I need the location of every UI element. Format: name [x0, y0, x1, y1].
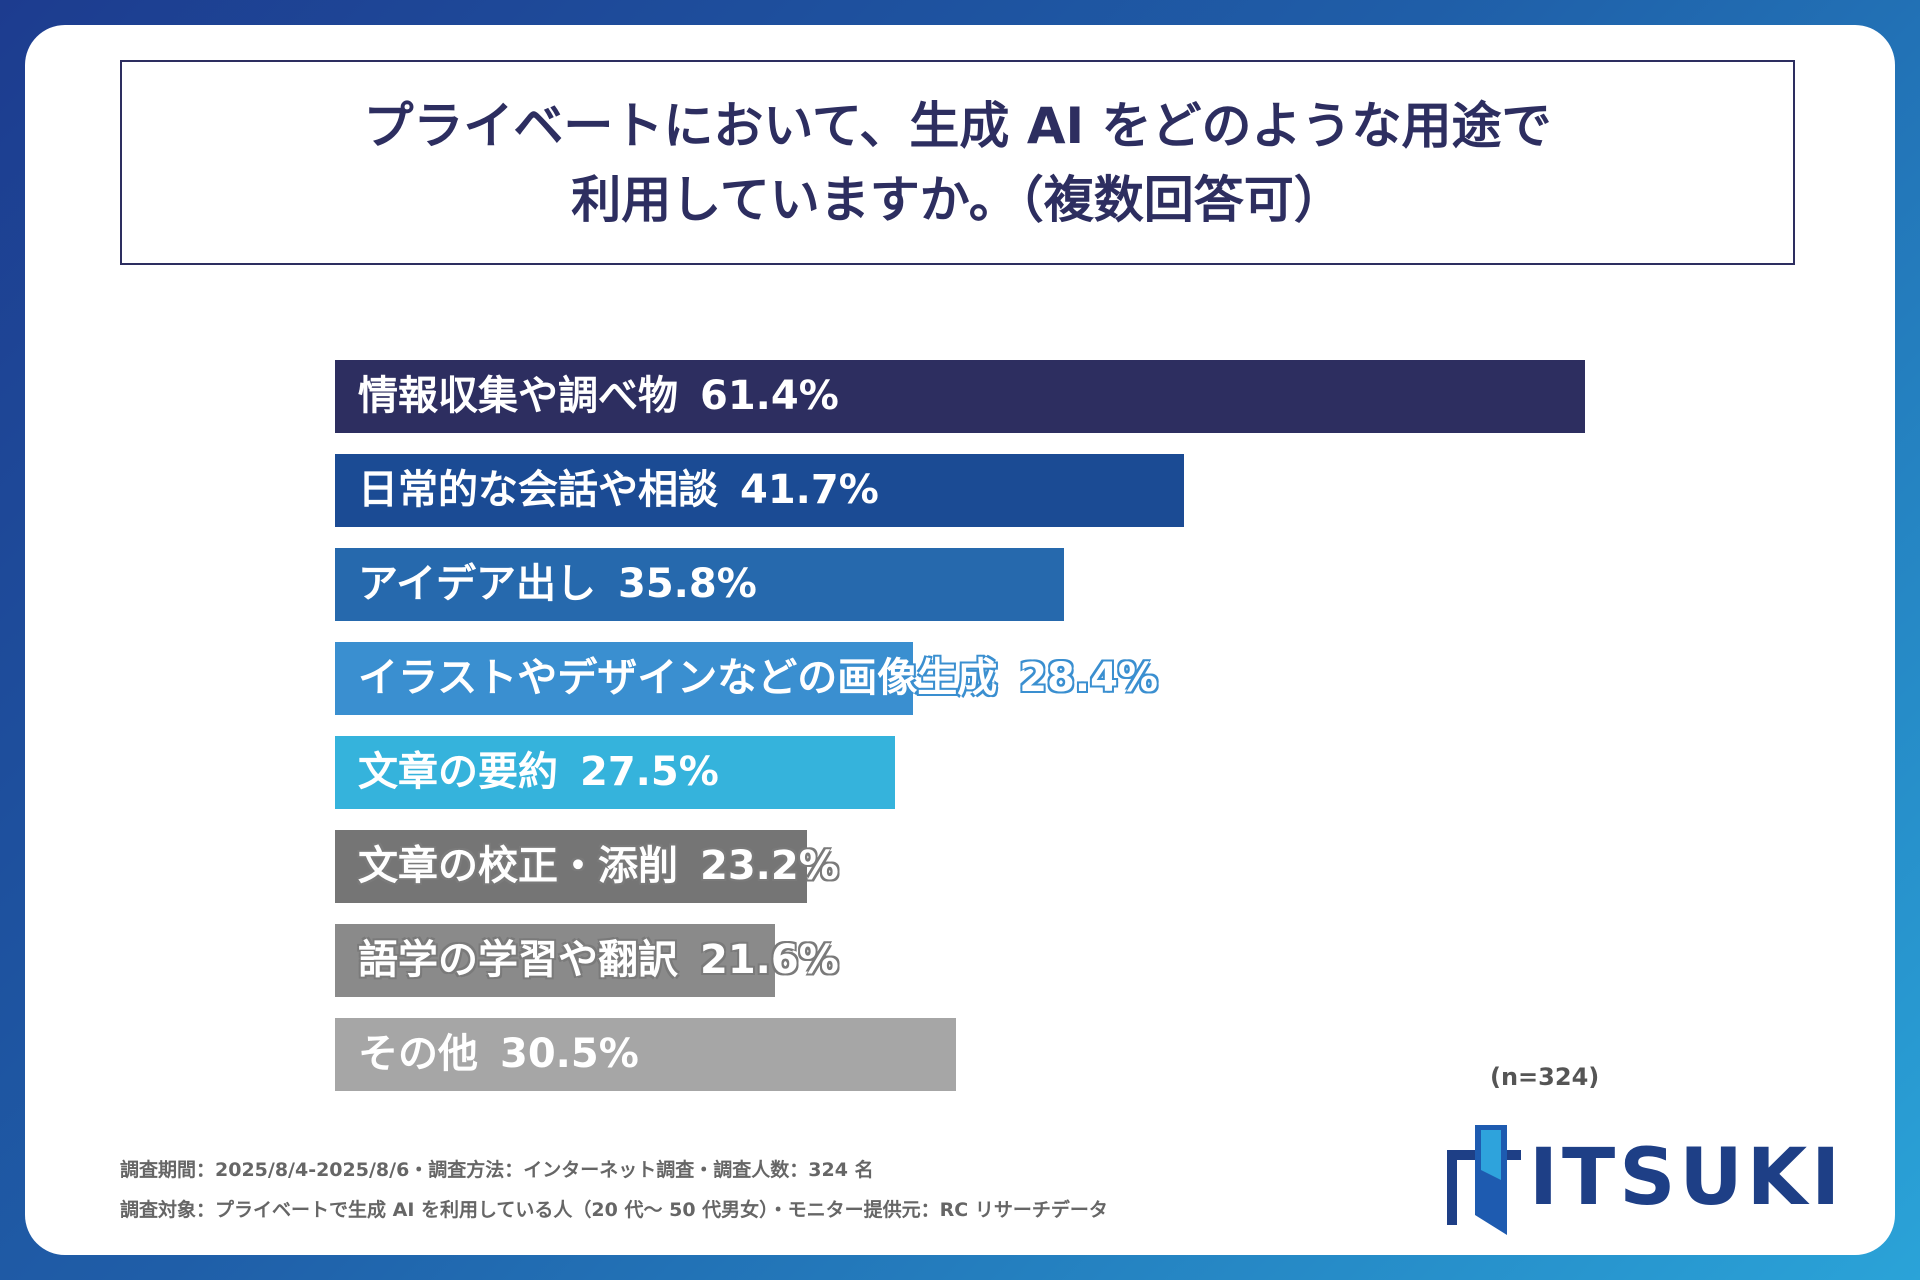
- chart-title-line-1: プライベートにおいて、生成 AI をどのような用途で: [363, 96, 1552, 155]
- category-label: 文章の校正・添削: [358, 843, 678, 889]
- value-label: 61.4%: [700, 373, 839, 419]
- value-label: 21.6%: [700, 937, 839, 983]
- bar-label-4: イラストやデザインなどの画像生成 28.4%: [358, 642, 1158, 715]
- bar-5: [335, 736, 895, 809]
- itsuki-logo: ITSUKI: [1445, 1120, 1840, 1235]
- value-label: 35.8%: [618, 561, 757, 607]
- category-label: 情報収集や調べ物: [358, 373, 678, 419]
- chart-title-box: プライベートにおいて、生成 AI をどのような用途で 利用していますか。（複数回…: [120, 60, 1795, 265]
- bar-1: [335, 360, 1585, 433]
- content-card: プライベートにおいて、生成 AI をどのような用途で 利用していますか。（複数回…: [25, 25, 1895, 1255]
- value-label: 28.4%: [1019, 655, 1158, 701]
- category-label: 語学の学習や翻訳: [358, 937, 678, 983]
- category-label: その他: [358, 1031, 478, 1077]
- bar-label-8: その他 30.5%: [358, 1018, 639, 1091]
- bar-4: [335, 642, 913, 715]
- bar-label-6: 文章の校正・添削 23.2%: [358, 830, 839, 903]
- survey-footnote-2: 調査対象：プライベートで生成 AI を利用している人（20 代〜 50 代男女）…: [120, 1199, 1108, 1221]
- bar-label-3: アイデア出し 35.8%: [358, 548, 757, 621]
- bar-3: [335, 548, 1064, 621]
- bar-label-7: 語学の学習や翻訳 21.6%: [358, 924, 839, 997]
- logo-text: ITSUKI: [1529, 1132, 1845, 1223]
- value-label: 41.7%: [740, 467, 879, 513]
- value-label: 30.5%: [500, 1031, 639, 1077]
- logo-mark-icon: [1447, 1125, 1521, 1235]
- bar-chart: 情報収集や調べ物 61.4% 日常的な会話や相談 41.7% アイデア出し 35.8% イラ…: [25, 25, 1895, 1255]
- bar-6: [335, 830, 807, 903]
- survey-footnote-1: 調査期間：2025/8/4-2025/8/6・調査方法：インターネット調査・調査…: [120, 1159, 874, 1181]
- bar-label-1: 情報収集や調べ物 61.4%: [358, 360, 839, 433]
- value-label: 23.2%: [700, 843, 839, 889]
- category-label: 文章の要約: [358, 749, 558, 795]
- category-label: アイデア出し: [358, 561, 596, 607]
- bar-label-5: 文章の要約 27.5%: [358, 736, 719, 809]
- chart-title-line-2: 利用していますか。（複数回答可）: [571, 170, 1344, 229]
- category-label: イラストやデザインなどの画像生成: [358, 655, 998, 701]
- value-label: 27.5%: [580, 749, 719, 795]
- bar-2: [335, 454, 1184, 527]
- category-label: 日常的な会話や相談: [358, 467, 718, 513]
- bar-7: [335, 924, 775, 997]
- sample-size-label: (n=324): [1490, 1063, 1600, 1091]
- bar-8: [335, 1018, 956, 1091]
- bar-label-2: 日常的な会話や相談 41.7%: [358, 454, 879, 527]
